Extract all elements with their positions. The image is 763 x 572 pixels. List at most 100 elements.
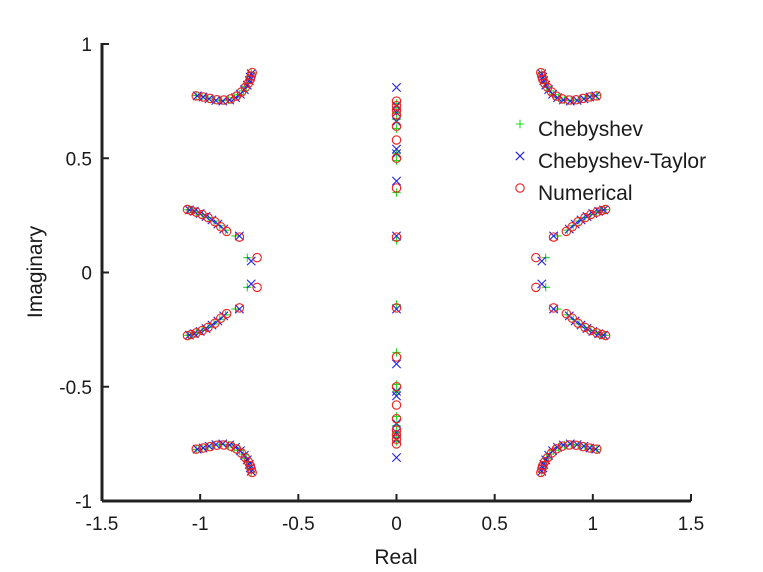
point-circle bbox=[203, 322, 213, 333]
point-circle bbox=[197, 325, 207, 336]
point-circle bbox=[218, 95, 229, 105]
point-circle bbox=[561, 226, 572, 237]
point-plus bbox=[392, 124, 401, 133]
point-cross-stroke bbox=[537, 279, 547, 289]
legend-marker-cross-stroke bbox=[515, 151, 525, 161]
x-tick-label: -1 bbox=[192, 514, 209, 535]
point-plus-stroke bbox=[392, 156, 401, 165]
point-cross-stroke bbox=[391, 231, 402, 241]
point-cross-stroke bbox=[391, 359, 402, 369]
data-markers bbox=[182, 67, 611, 478]
tick-labels: -1.5 -1 -0.5 0 0.5 1 1.5-1-0.500.51 bbox=[59, 35, 704, 535]
point-circle bbox=[548, 232, 559, 242]
point-circle bbox=[592, 207, 602, 217]
point-circle bbox=[391, 105, 402, 116]
point-cross-stroke bbox=[564, 224, 574, 234]
point-cross bbox=[537, 256, 547, 266]
point-cross-stroke bbox=[548, 304, 559, 314]
point-circle bbox=[580, 212, 590, 223]
point-circle bbox=[592, 328, 602, 338]
point-cross-stroke bbox=[391, 304, 402, 314]
point-circle bbox=[198, 92, 208, 102]
point-cross bbox=[391, 427, 402, 438]
point-circle bbox=[573, 217, 583, 227]
point-cross bbox=[564, 311, 574, 321]
legend-item-chebyshev: Chebyshev bbox=[515, 118, 644, 141]
x-tick-label: 0.5 bbox=[481, 514, 507, 535]
y-tick-label: -1 bbox=[75, 492, 92, 513]
point-circle bbox=[557, 94, 568, 104]
point-circle bbox=[205, 441, 215, 452]
point-cross-stroke bbox=[219, 311, 229, 321]
series-cross bbox=[184, 69, 609, 476]
point-circle bbox=[225, 441, 236, 451]
point-circle bbox=[391, 153, 402, 164]
point-circle bbox=[205, 93, 215, 104]
point-cross-stroke bbox=[246, 256, 256, 266]
point-cross-stroke bbox=[564, 311, 574, 321]
point-circle bbox=[252, 282, 262, 293]
legend-marker-plus-icon bbox=[515, 119, 525, 129]
x-tick-label: 1 bbox=[588, 514, 599, 535]
point-cross-stroke bbox=[548, 231, 559, 241]
point-circle bbox=[564, 95, 575, 105]
point-circle bbox=[557, 441, 568, 451]
point-circle bbox=[573, 318, 583, 328]
point-circle bbox=[225, 94, 236, 104]
point-cross bbox=[391, 391, 402, 401]
point-cross bbox=[219, 224, 229, 234]
point-circle bbox=[231, 91, 242, 101]
point-circle bbox=[221, 308, 232, 319]
point-cross-stroke bbox=[219, 224, 229, 234]
x-tick-label: 1.5 bbox=[678, 514, 704, 535]
point-circle bbox=[221, 226, 232, 237]
point-circle bbox=[596, 329, 607, 340]
point-circle bbox=[210, 217, 220, 227]
point-circle bbox=[391, 121, 402, 132]
point-circle bbox=[391, 100, 402, 111]
point-cross-stroke bbox=[391, 391, 402, 401]
point-circle bbox=[391, 183, 402, 193]
point-cross bbox=[548, 231, 559, 241]
point-circle bbox=[596, 205, 607, 216]
point-circle bbox=[198, 443, 208, 453]
point-circle bbox=[391, 434, 402, 445]
point-circle bbox=[391, 439, 402, 449]
point-cross-stroke bbox=[391, 427, 402, 438]
point-circle bbox=[191, 207, 201, 217]
point-circle bbox=[578, 441, 588, 452]
point-cross bbox=[391, 144, 402, 154]
point-circle bbox=[551, 91, 562, 101]
y-tick-label: 0 bbox=[81, 264, 92, 285]
y-tick-label: 0.5 bbox=[66, 149, 92, 170]
point-cross bbox=[246, 279, 256, 289]
point-circle bbox=[191, 328, 201, 338]
point-circle bbox=[585, 443, 595, 453]
point-circle bbox=[586, 209, 596, 220]
point-cross bbox=[537, 279, 547, 289]
point-circle bbox=[203, 212, 213, 223]
legend-label-chebyshev: Chebyshev bbox=[538, 118, 644, 141]
point-circle bbox=[197, 209, 207, 220]
point-circle bbox=[600, 204, 611, 215]
point-circle bbox=[182, 330, 193, 341]
point-cross-stroke bbox=[391, 107, 402, 118]
point-circle bbox=[564, 440, 575, 450]
x-axis-label: Real bbox=[374, 546, 417, 569]
point-circle bbox=[191, 444, 201, 454]
point-circle bbox=[567, 222, 577, 232]
ticks bbox=[101, 43, 692, 502]
point-circle bbox=[216, 222, 226, 232]
legend-label-chebyshev-taylor: Chebyshev-Taylor bbox=[538, 150, 706, 173]
y-axis-label: Imaginary bbox=[24, 225, 47, 318]
point-circle bbox=[391, 110, 402, 120]
point-circle bbox=[548, 303, 559, 313]
point-circle bbox=[186, 329, 197, 340]
point-cross-stroke bbox=[391, 452, 402, 463]
point-cross bbox=[391, 107, 402, 118]
point-circle bbox=[252, 252, 262, 263]
point-cross-stroke bbox=[391, 176, 402, 186]
legend-marker-cross-icon bbox=[515, 151, 525, 161]
point-cross bbox=[391, 176, 402, 186]
